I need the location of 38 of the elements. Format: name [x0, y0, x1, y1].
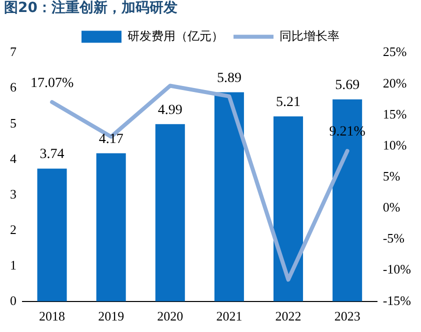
x-tick-label: 2023	[334, 308, 360, 324]
y-tick-label: 5	[10, 115, 16, 130]
y2-tick-label: 15%	[382, 106, 407, 122]
x-tick-label: 2019	[98, 308, 124, 324]
chart-title: 图20：注重创新，加码研发	[4, 0, 178, 16]
y-tick-label: 3	[10, 186, 16, 202]
y2-tick-label: -5%	[382, 230, 405, 246]
y2-tick-label: 10%	[382, 137, 407, 152]
data-label: 3.74	[40, 147, 64, 162]
legend-label: 同比增长率	[280, 28, 340, 43]
y2-tick-label: -15%	[382, 292, 412, 308]
x-tick-label: 2021	[216, 308, 242, 324]
y2-tick-label: 25%	[382, 44, 407, 60]
bar	[155, 124, 185, 302]
y-tick-label: 1	[10, 257, 16, 272]
y2-tick-label: 20%	[382, 75, 407, 90]
bar	[273, 116, 304, 302]
y-tick-label: 2	[10, 222, 16, 237]
x-tick-label: 2020	[157, 308, 184, 324]
y-tick-label: 7	[10, 44, 17, 60]
data-label: 5.89	[216, 70, 242, 86]
data-label: 5.69	[335, 78, 360, 93]
bar	[37, 168, 67, 302]
data-label: 4.99	[158, 102, 182, 118]
y-tick-label: 0	[10, 292, 16, 308]
legend-label: 研发费用（亿元）	[128, 28, 224, 43]
bar	[96, 153, 126, 302]
x-tick-label: 2018	[39, 308, 66, 324]
x-tick-label: 2022	[275, 308, 302, 324]
y-tick-label: 4	[10, 150, 17, 166]
y2-tick-label: 0%	[382, 200, 400, 215]
y2-tick-label: 5%	[382, 168, 400, 184]
data-label: 17.07%	[30, 76, 74, 91]
y2-tick-label: -10%	[382, 262, 412, 277]
data-label: 5.21	[276, 95, 301, 110]
y-tick-label: 6	[10, 80, 17, 95]
bar	[214, 92, 244, 302]
data-label: 4.17	[98, 132, 124, 147]
